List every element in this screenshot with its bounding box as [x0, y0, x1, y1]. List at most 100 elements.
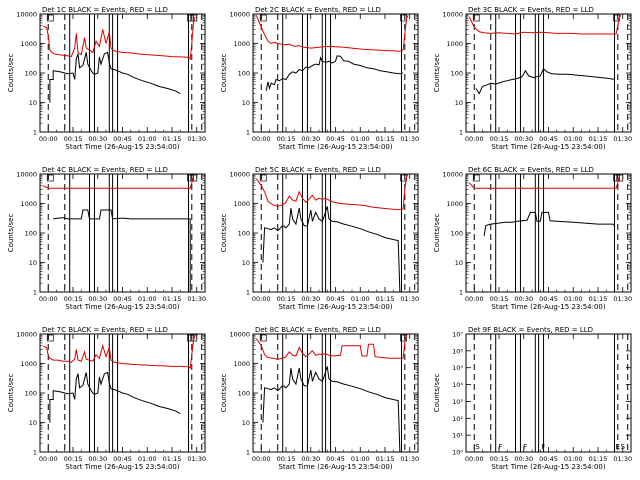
y-tick-label: 10000: [442, 11, 463, 19]
y-tick-label: 10: [242, 259, 250, 267]
panel-title: Det 4C BLACK = Events, RED = LLD: [42, 166, 168, 174]
y-tick-label: 1000: [20, 40, 37, 48]
y-tick-label: 1: [33, 449, 37, 457]
lld-series-line: [43, 16, 196, 60]
panel-title: Det 7C BLACK = Events, RED = LLD: [42, 326, 168, 334]
y-tick-label: 1: [459, 289, 463, 297]
x-tick-label: 01:15: [163, 295, 182, 303]
lld-series-line: [255, 173, 409, 211]
x-tick-label: 00:45: [113, 295, 132, 303]
y-tick-label: 10³: [452, 398, 463, 406]
y-tick-label: 100: [451, 70, 463, 78]
x-tick-label: 01:15: [163, 135, 182, 143]
lld-series-line: [255, 15, 409, 52]
y-tick-label: 1: [246, 449, 250, 457]
x-tick-label: 01:15: [163, 455, 182, 463]
x-tick-label: 01:30: [400, 455, 419, 463]
x-tick-label: 00:45: [113, 455, 132, 463]
x-tick-label: 00:45: [326, 135, 345, 143]
events-series-line: [483, 211, 615, 236]
x-tick-label: 00:30: [301, 295, 320, 303]
y-tick-label: 10⁴: [452, 381, 463, 389]
flag-label: S: [475, 443, 480, 451]
x-tick-label: 01:15: [589, 295, 608, 303]
x-axis-label: Start Time (26-Aug-15 23:54:00): [491, 463, 605, 471]
y-tick-label: 1000: [20, 360, 37, 368]
x-tick-label: 00:15: [64, 455, 83, 463]
y-tick-label: 100: [25, 390, 37, 398]
x-tick-label: 01:00: [564, 455, 583, 463]
x-axis-label: Start Time (26-Aug-15 23:54:00): [65, 143, 179, 151]
x-tick-label: 00:30: [514, 135, 533, 143]
x-tick-label: 00:15: [64, 135, 83, 143]
x-axis-label: Start Time (26-Aug-15 23:54:00): [491, 143, 605, 151]
y-tick-label: 100: [25, 230, 37, 238]
y-tick-label: 1000: [446, 40, 463, 48]
y-tick-label: 10: [242, 419, 250, 427]
x-tick-label: 00:15: [490, 455, 509, 463]
x-tick-label: 01:00: [351, 455, 370, 463]
box-marker: [259, 174, 267, 182]
y-tick-label: 1000: [446, 200, 463, 208]
x-axis-label: Start Time (26-Aug-15 23:54:00): [65, 463, 179, 471]
y-tick-label: 10: [29, 259, 37, 267]
y-tick-label: 1: [33, 129, 37, 137]
x-tick-label: 00:30: [88, 135, 107, 143]
y-tick-label: 10000: [16, 331, 37, 339]
x-tick-label: 00:00: [465, 455, 484, 463]
panel-title: Det 6C BLACK = Events, RED = LLD: [468, 166, 594, 174]
x-tick-label: 00:15: [490, 295, 509, 303]
y-axis-label: Counts/sec: [433, 374, 441, 413]
x-tick-label: 01:30: [187, 135, 206, 143]
flag-label: F: [523, 443, 527, 451]
y-tick-label: 10: [242, 99, 250, 107]
y-tick-label: 100: [238, 230, 250, 238]
flag-label: S: [620, 443, 625, 451]
x-tick-label: 00:00: [465, 135, 484, 143]
x-tick-label: 00:30: [88, 455, 107, 463]
events-series-line: [49, 371, 181, 423]
panel-title: Det 2C BLACK = Events, RED = LLD: [255, 6, 381, 14]
x-tick-label: 00:00: [252, 455, 271, 463]
y-axis-label: Counts/sec: [220, 214, 228, 253]
y-tick-label: 10000: [16, 11, 37, 19]
panel-4: Det 4C BLACK = Events, RED = LLD 1 10 100 10…: [7, 166, 206, 311]
y-axis-label: Counts/sec: [7, 214, 15, 253]
x-tick-label: 00:45: [539, 295, 558, 303]
events-series-line: [475, 67, 615, 95]
panel-title: Det 8C BLACK = Events, RED = LLD: [255, 326, 381, 334]
x-tick-label: 01:30: [613, 135, 632, 143]
x-tick-label: 00:45: [326, 295, 345, 303]
x-tick-label: 00:15: [277, 455, 296, 463]
x-tick-label: 00:00: [39, 455, 58, 463]
x-tick-label: 00:45: [539, 455, 558, 463]
panel-8: Det 8C BLACK = Events, RED = LLD 1 10 100 10…: [220, 326, 419, 471]
x-tick-label: 00:45: [326, 455, 345, 463]
y-tick-label: 10⁰: [452, 449, 463, 457]
lld-series-line: [43, 335, 196, 370]
panel-title: Det 9F BLACK = Events, RED = LLD: [468, 326, 593, 334]
box-marker: [46, 14, 54, 22]
events-series-line: [262, 366, 401, 453]
x-tick-label: 00:00: [465, 295, 484, 303]
lld-series-line: [255, 333, 409, 360]
y-tick-label: 1000: [233, 200, 250, 208]
y-tick-label: 1: [33, 289, 37, 297]
y-tick-label: 1000: [20, 200, 37, 208]
x-tick-label: 00:30: [301, 455, 320, 463]
x-tick-label: 00:00: [39, 135, 58, 143]
y-tick-label: 1000: [233, 360, 250, 368]
lld-series-line: [468, 176, 620, 189]
x-tick-label: 00:30: [514, 455, 533, 463]
box-marker: [46, 174, 54, 182]
x-tick-label: 00:30: [514, 295, 533, 303]
x-tick-label: 01:15: [376, 135, 395, 143]
x-tick-label: 00:15: [64, 295, 83, 303]
y-tick-label: 10⁶: [452, 347, 463, 355]
y-tick-label: 100: [451, 230, 463, 238]
x-tick-label: 00:15: [277, 295, 296, 303]
y-tick-label: 10⁷: [452, 331, 463, 339]
y-tick-label: 1: [246, 289, 250, 297]
y-tick-label: 10000: [442, 171, 463, 179]
panel-9: Det 9F BLACK = Events, RED = LLD 10⁰ 10¹ 10…: [433, 326, 632, 471]
